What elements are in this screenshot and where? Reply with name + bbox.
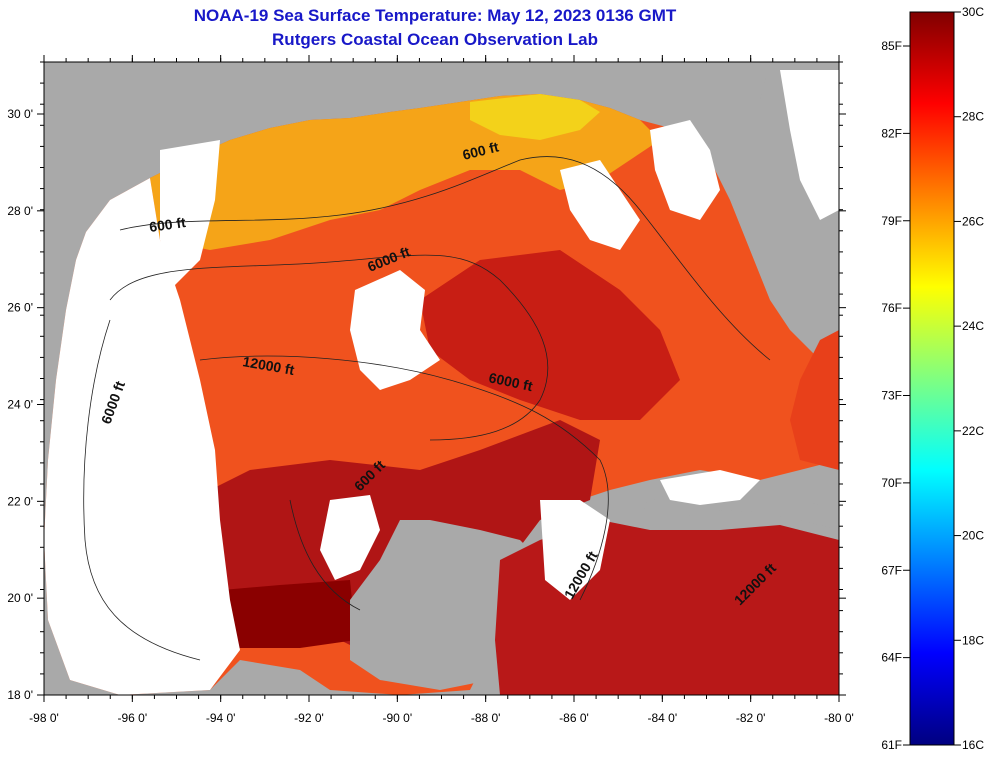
y-tick-label: 28 0'	[7, 204, 33, 218]
x-tick-label: -92 0'	[294, 711, 324, 725]
y-tick-label: 22 0'	[7, 494, 33, 508]
x-tick-label: -90 0'	[383, 711, 413, 725]
bathymetry-contours	[83, 156, 771, 661]
colorbar-f-label: 76F	[881, 301, 902, 315]
cloud-patch-northeast	[650, 120, 720, 220]
y-tick-label: 30 0'	[7, 107, 33, 121]
cloud-patch-cuba	[660, 470, 760, 505]
cloud-patch-east	[560, 160, 640, 250]
contour-600ft	[119, 156, 771, 361]
colorbar-f-label: 73F	[881, 389, 902, 403]
x-tick-label: -84 0'	[648, 711, 678, 725]
colorbar	[909, 11, 955, 746]
cloud-swath-west	[44, 178, 240, 695]
colorbar-c-label: 26C	[962, 214, 984, 228]
contour-6000ft	[109, 254, 549, 441]
y-tick-label: 24 0'	[7, 398, 33, 412]
x-tick-label: -80 0'	[824, 711, 854, 725]
x-tick-label: -94 0'	[206, 711, 236, 725]
colorbar-c-label: 18C	[962, 633, 984, 647]
cloud-patch-florida	[780, 70, 839, 220]
y-axis: 30 0' 28 0' 26 0' 24 0' 22 0' 20 0' 18 0'	[7, 61, 846, 702]
contour-12000ft	[199, 355, 609, 601]
cloud-patch-north	[160, 140, 220, 290]
y-tick-label: 18 0'	[7, 688, 33, 702]
colorbar-c-label: 16C	[962, 738, 984, 752]
cloud-patch-yucatan	[540, 500, 610, 600]
yucatan-land	[350, 520, 540, 690]
map-title-line2: Rutgers Coastal Ocean Observation Lab	[272, 30, 598, 49]
colorbar-c-label: 24C	[962, 319, 984, 333]
x-tick-label: -86 0'	[559, 711, 589, 725]
y-tick-label: 20 0'	[7, 591, 33, 605]
x-tick-label: -96 0'	[118, 711, 148, 725]
atlantic-water	[790, 330, 839, 470]
contour-west-shelf	[83, 319, 201, 661]
map-title-line1: NOAA-19 Sea Surface Temperature: May 12,…	[193, 6, 677, 25]
colorbar-labels: 85F 82F 79F 76F 73F 70F 67F 64F 61F 30C 28C 26C 24C 2…	[881, 5, 984, 752]
x-tick-label: -88 0'	[471, 711, 501, 725]
map-area	[44, 62, 839, 695]
colorbar-f-label: 64F	[881, 651, 902, 665]
colorbar-f-label: 82F	[881, 126, 902, 140]
colorbar-f-label: 67F	[881, 563, 902, 577]
cloud-patch-bay	[320, 495, 380, 580]
y-tick-label: 26 0'	[7, 301, 33, 315]
hot-region-campeche	[222, 580, 356, 648]
colorbar-c-label: 28C	[962, 110, 984, 124]
colorbar-f-label: 85F	[881, 39, 902, 53]
cloud-patch-central	[350, 270, 440, 390]
colorbar-f-label: 79F	[881, 214, 902, 228]
warm-region-central	[420, 250, 680, 420]
colorbar-c-label: 30C	[962, 5, 984, 19]
x-tick-label: -98 0'	[29, 711, 59, 725]
x-axis: -98 0' -96 0' -94 0' -92 0' -90 0' -88 0' -86 …	[29, 55, 854, 725]
contour-campeche	[289, 499, 361, 611]
colorbar-f-label: 61F	[881, 738, 902, 752]
x-tick-label: -82 0'	[736, 711, 766, 725]
colorbar-c-label: 22C	[962, 424, 984, 438]
colorbar-c-label: 20C	[962, 529, 984, 543]
contour-label: 600 ft	[148, 214, 187, 235]
colorbar-f-label: 70F	[881, 476, 902, 490]
yellow-region-north	[470, 94, 600, 140]
